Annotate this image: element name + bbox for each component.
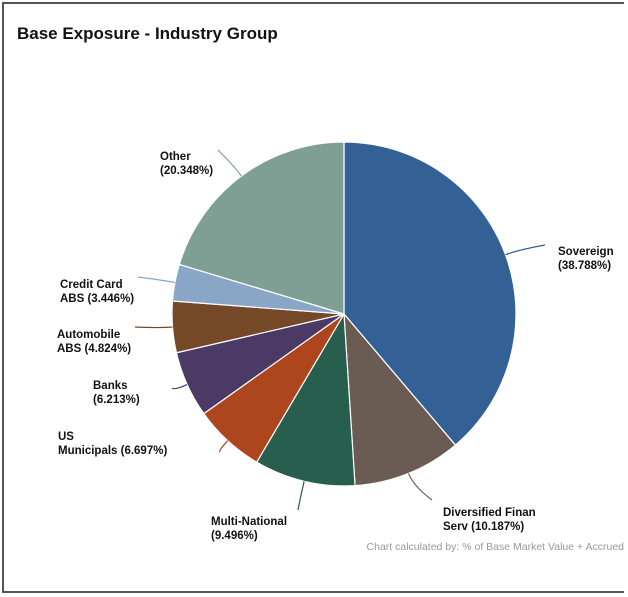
slice-label-line: Multi-National [211,516,287,528]
pie-slice-diversified-finan[interactable] [343,312,457,487]
leader-line-other [217,149,242,177]
leader-line-sovereign [505,244,546,256]
slice-label-line: (20.348%) [160,165,213,177]
leader-line-banks [171,383,188,390]
slice-label-sovereign: Sovereign (38.788%) [558,246,614,272]
leader-line-diversified-finan [407,473,433,501]
slice-label-credit-card: Credit Card ABS (3.446%) [60,279,134,305]
slice-label-line: ABS (4.824%) [57,343,131,355]
slice-label-multi-national: Multi-National (9.496%) [211,516,287,542]
chart-title: Base Exposure - Industry Group [17,24,278,43]
slice-label-line: US [58,431,74,443]
slice-label-diversified-finan: Diversified Finan Serv (10.187%) [443,507,536,533]
slice-label-line: Diversified Finan [443,507,536,519]
slice-label-banks: Banks (6.213%) [93,380,140,406]
slice-label-line: Sovereign [558,246,614,258]
slice-label-us: US Municipals (6.697%) [58,431,167,457]
slice-label-line: Municipals (6.697%) [58,445,167,457]
slice-label-line: Automobile [57,329,120,341]
slice-label-other: Other (20.348%) [160,151,213,177]
slice-label-line: ABS (3.446%) [60,293,134,305]
leader-line-us [219,440,229,453]
slice-label-line: Credit Card [60,279,123,291]
slice-label-line: (6.213%) [93,394,140,406]
pie-slice-sovereign[interactable] [343,141,517,446]
slice-label-line: Serv (10.187%) [443,521,524,533]
slice-label-line: Other [160,151,191,163]
slice-label-line: (9.496%) [211,530,258,542]
leader-line-automobile [134,326,173,329]
pie-slice-other[interactable] [178,141,345,315]
slice-label-automobile: Automobile ABS (4.824%) [57,329,131,355]
slice-label-line: Banks [93,380,128,392]
chart-footnote: Chart calculated by: % of Base Market Va… [366,541,624,553]
leader-line-multi-national [297,481,305,511]
slice-label-line: (38.788%) [558,260,611,272]
leader-line-credit-card [137,276,176,284]
